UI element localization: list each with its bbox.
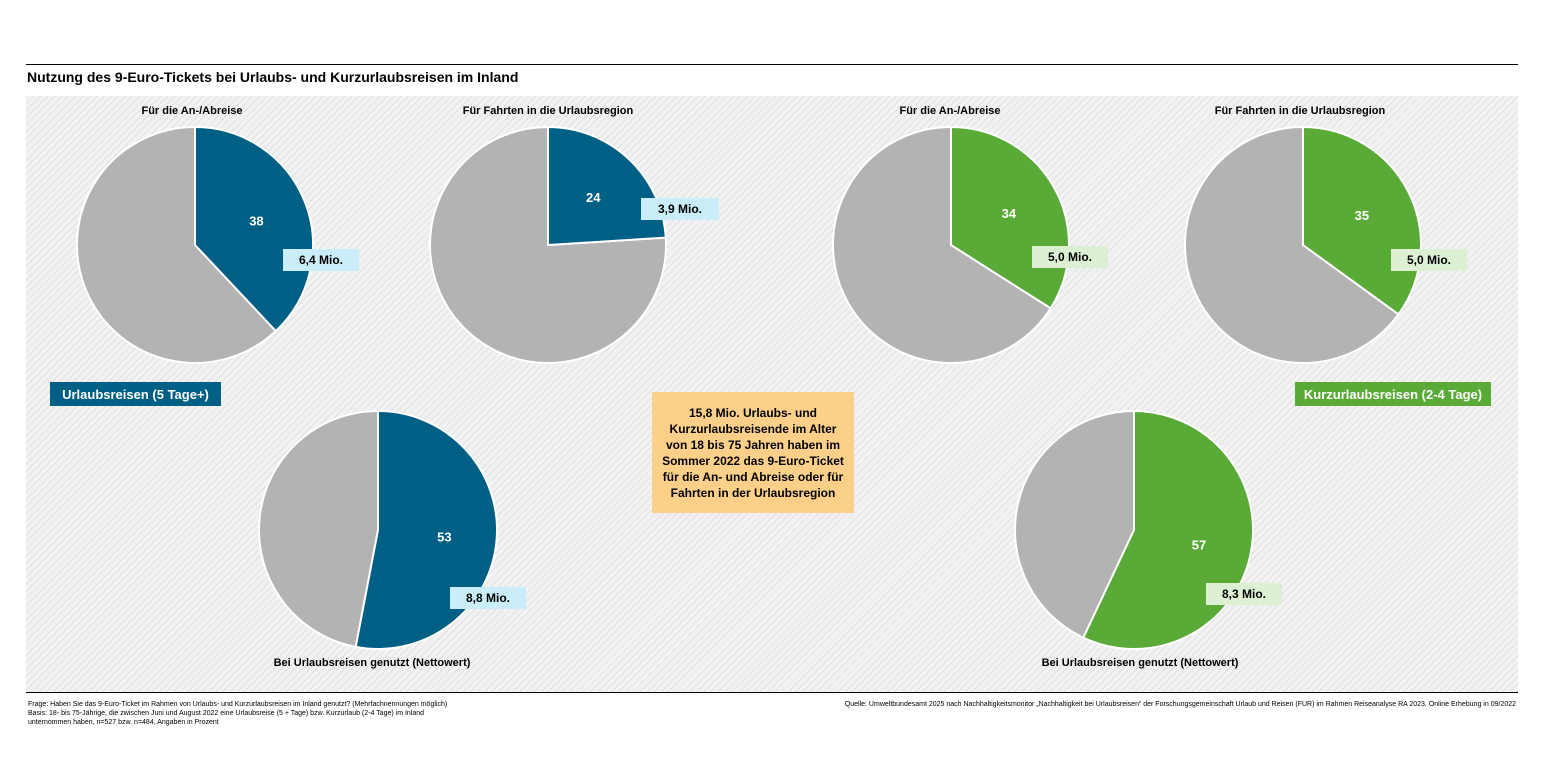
pie-slice-remainder	[1014, 409, 1135, 640]
pie-slice-remainder	[76, 125, 278, 364]
pie-value-label: 34	[1002, 206, 1017, 221]
pie-slice-value	[547, 125, 667, 247]
pie-title-3: Für die An-/Abreise	[899, 105, 1001, 117]
top-rule	[26, 64, 1518, 65]
pie-chart-4: 35	[1184, 125, 1422, 364]
pie-slice-remainder	[258, 409, 379, 649]
summary-callout: 15,8 Mio. Urlaubs- und Kurzurlaubsreisen…	[652, 392, 854, 513]
pie-value-label: 24	[586, 190, 601, 205]
footnote-source: Quelle: Umweltbundesamt 2025 nach Nachha…	[844, 701, 1516, 708]
pie-chart-1: 38	[76, 125, 314, 364]
abs-label-3: 5,0 Mio.	[1032, 246, 1108, 268]
pie-value-label: 35	[1355, 208, 1369, 223]
pie-title-6: Bei Urlaubsreisen genutzt (Nettowert)	[1041, 657, 1239, 669]
pie-slice-value	[194, 125, 314, 333]
group-label-kurzurlaubsreisen: Kurzurlaubsreisen (2-4 Tage)	[1295, 382, 1491, 406]
pie-value-label: 57	[1192, 538, 1206, 553]
abs-label-5: 8,8 Mio.	[450, 587, 526, 609]
pie-title-2: Für Fahrten in die Urlaubsregion	[462, 105, 634, 117]
pie-title-5: Bei Urlaubsreisen genutzt (Nettowert)	[273, 657, 471, 669]
abs-label-6: 8,3 Mio.	[1206, 583, 1282, 605]
pie-slice-remainder	[429, 125, 667, 364]
pie-value-label: 38	[249, 214, 263, 229]
pie-chart-6: 57	[1014, 409, 1254, 650]
bottom-rule	[26, 692, 1518, 693]
footnote-basis: Basis: 18- bis 75-Jährige, die zwischen …	[28, 710, 425, 717]
pie-title-1: Für die An-/Abreise	[141, 105, 243, 117]
chart-title: Nutzung des 9-Euro-Tickets bei Urlaubs- …	[27, 69, 519, 85]
footnote-basis-cont: unternommen haben, n=527 bzw. n=484, Ang…	[28, 719, 219, 726]
summary-callout-text: 15,8 Mio. Urlaubs- und Kurzurlaubsreisen…	[662, 405, 844, 500]
group-label-urlaubsreisen: Urlaubsreisen (5 Tage+)	[50, 382, 221, 406]
pie-chart-5: 53	[258, 409, 498, 650]
pie-slice-remainder	[1184, 125, 1400, 364]
footnote-left: Frage: Haben Sie das 9-Euro-Ticket im Ra…	[28, 700, 498, 727]
abs-label-2: 3,9 Mio.	[641, 198, 719, 220]
abs-label-4: 5,0 Mio.	[1391, 249, 1467, 271]
pie-chart-3: 34	[832, 125, 1070, 364]
pie-chart-2: 24	[429, 125, 667, 364]
footnote-question: Frage: Haben Sie das 9-Euro-Ticket im Ra…	[28, 701, 448, 708]
pie-title-4: Für Fahrten in die Urlaubsregion	[1214, 105, 1386, 117]
pie-slice-remainder	[832, 125, 1053, 364]
abs-label-1: 6,4 Mio.	[283, 249, 359, 271]
pie-value-label: 53	[437, 529, 451, 544]
